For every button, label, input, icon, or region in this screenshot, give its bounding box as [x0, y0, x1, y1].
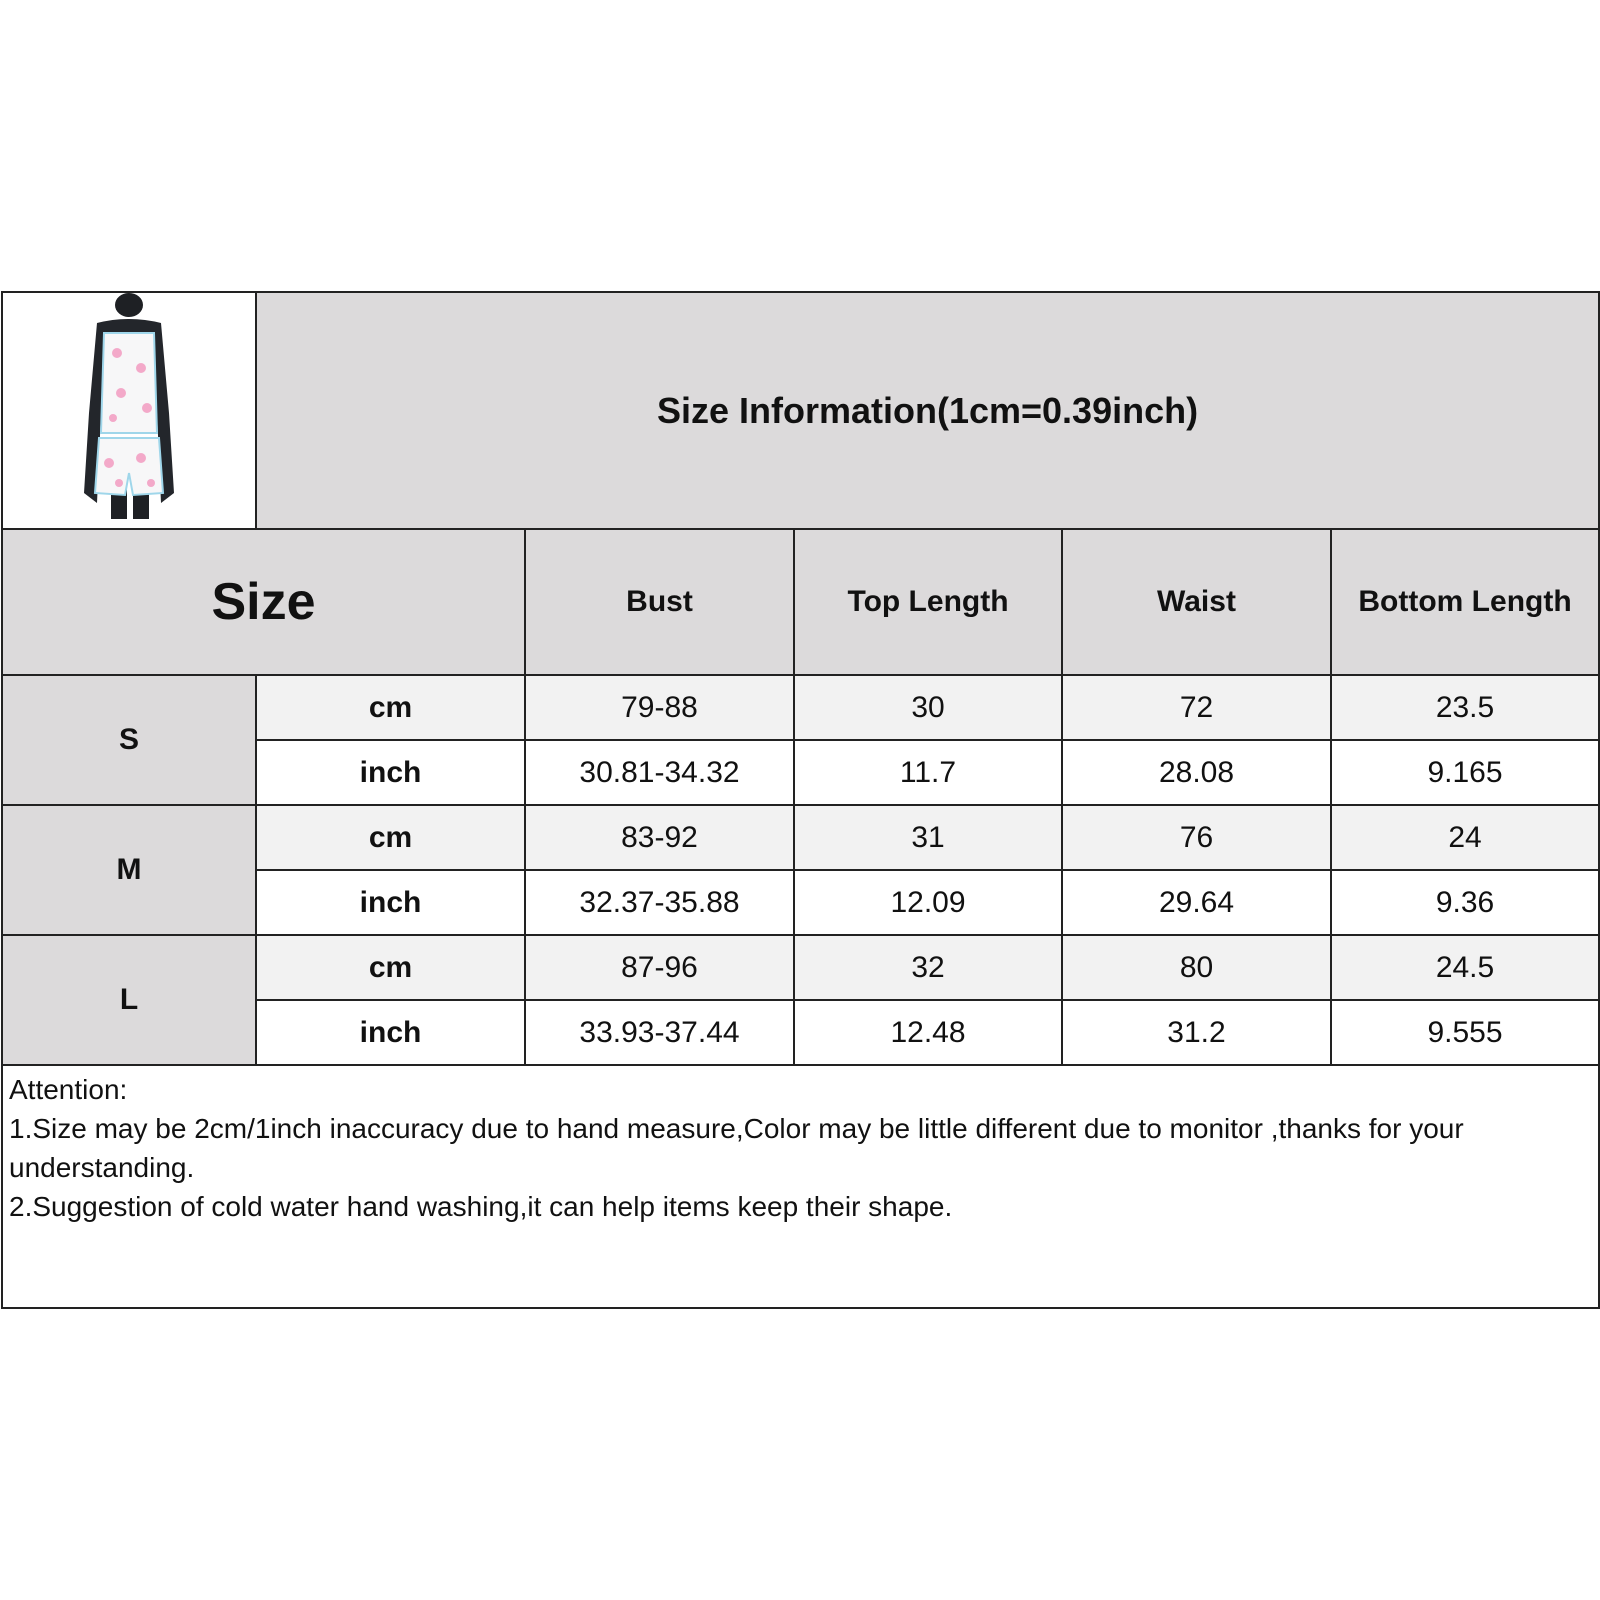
- value-cell: 12.48: [793, 999, 1063, 1066]
- attention-notes: Attention: 1.Size may be 2cm/1inch inacc…: [0, 1064, 1600, 1309]
- value-cell: 32.37-35.88: [524, 869, 795, 936]
- value-cell: 12.09: [793, 869, 1063, 936]
- value-cell: 31.2: [1061, 999, 1332, 1066]
- note-item: 1.Size may be 2cm/1inch inaccuracy due t…: [9, 1113, 1464, 1183]
- unit-label: inch: [255, 999, 526, 1066]
- product-image: [84, 293, 174, 519]
- value-cell: 79-88: [524, 674, 795, 741]
- note-item: 2.Suggestion of cold water hand washing,…: [9, 1191, 953, 1222]
- unit-label: inch: [255, 739, 526, 806]
- value-cell: 87-96: [524, 934, 795, 1001]
- table-row: M cm 83-92 31 76 24: [1, 804, 1600, 936]
- size-chart-table: Size Information(1cm=0.39inch) Size Bust…: [0, 291, 1600, 1309]
- value-cell: 9.165: [1329, 739, 1600, 806]
- value-cell: 30.81-34.32: [524, 739, 795, 806]
- size-column-header: Size: [1, 528, 526, 676]
- value-cell: 76: [1061, 804, 1332, 871]
- value-cell: 11.7: [793, 739, 1063, 806]
- size-label: S: [1, 674, 257, 806]
- value-cell: 9.555: [1329, 999, 1600, 1066]
- unit-label: cm: [255, 934, 526, 1001]
- column-header-waist: Waist: [1061, 528, 1332, 676]
- unit-label: cm: [255, 674, 526, 741]
- value-cell: 72: [1061, 674, 1332, 741]
- product-image-cell: [1, 291, 257, 530]
- size-label: L: [1, 934, 257, 1066]
- value-cell: 28.08: [1061, 739, 1332, 806]
- value-cell: 24: [1329, 804, 1600, 871]
- value-cell: 32: [793, 934, 1063, 1001]
- notes-heading: Attention:: [9, 1074, 128, 1105]
- unit-label: inch: [255, 869, 526, 936]
- table-row: inch 32.37-35.88 12.09 29.64 9.36: [2, 869, 1600, 936]
- value-cell: 33.93-37.44: [524, 999, 795, 1066]
- value-cell: 80: [1061, 934, 1332, 1001]
- chart-title: Size Information(1cm=0.39inch): [254, 291, 1600, 530]
- column-header-bust: Bust: [524, 528, 795, 676]
- table-row: S cm 79-88 30 72 23.5: [1, 674, 1600, 806]
- value-cell: 24.5: [1329, 934, 1600, 1001]
- column-header-top-length: Top Length: [793, 528, 1063, 676]
- value-cell: 30: [793, 674, 1063, 741]
- size-label: M: [1, 804, 257, 936]
- value-cell: 31: [793, 804, 1063, 871]
- value-cell: 83-92: [524, 804, 795, 871]
- table-row: inch 33.93-37.44 12.48 31.2 9.555: [2, 999, 1600, 1066]
- value-cell: 29.64: [1061, 869, 1332, 936]
- value-cell: 9.36: [1329, 869, 1600, 936]
- table-row: inch 30.81-34.32 11.7 28.08 9.165: [2, 739, 1600, 806]
- value-cell: 23.5: [1329, 674, 1600, 741]
- column-header-bottom-length: Bottom Length: [1329, 528, 1600, 676]
- table-row: L cm 87-96 32 80 24.5: [1, 934, 1600, 1066]
- unit-label: cm: [255, 804, 526, 871]
